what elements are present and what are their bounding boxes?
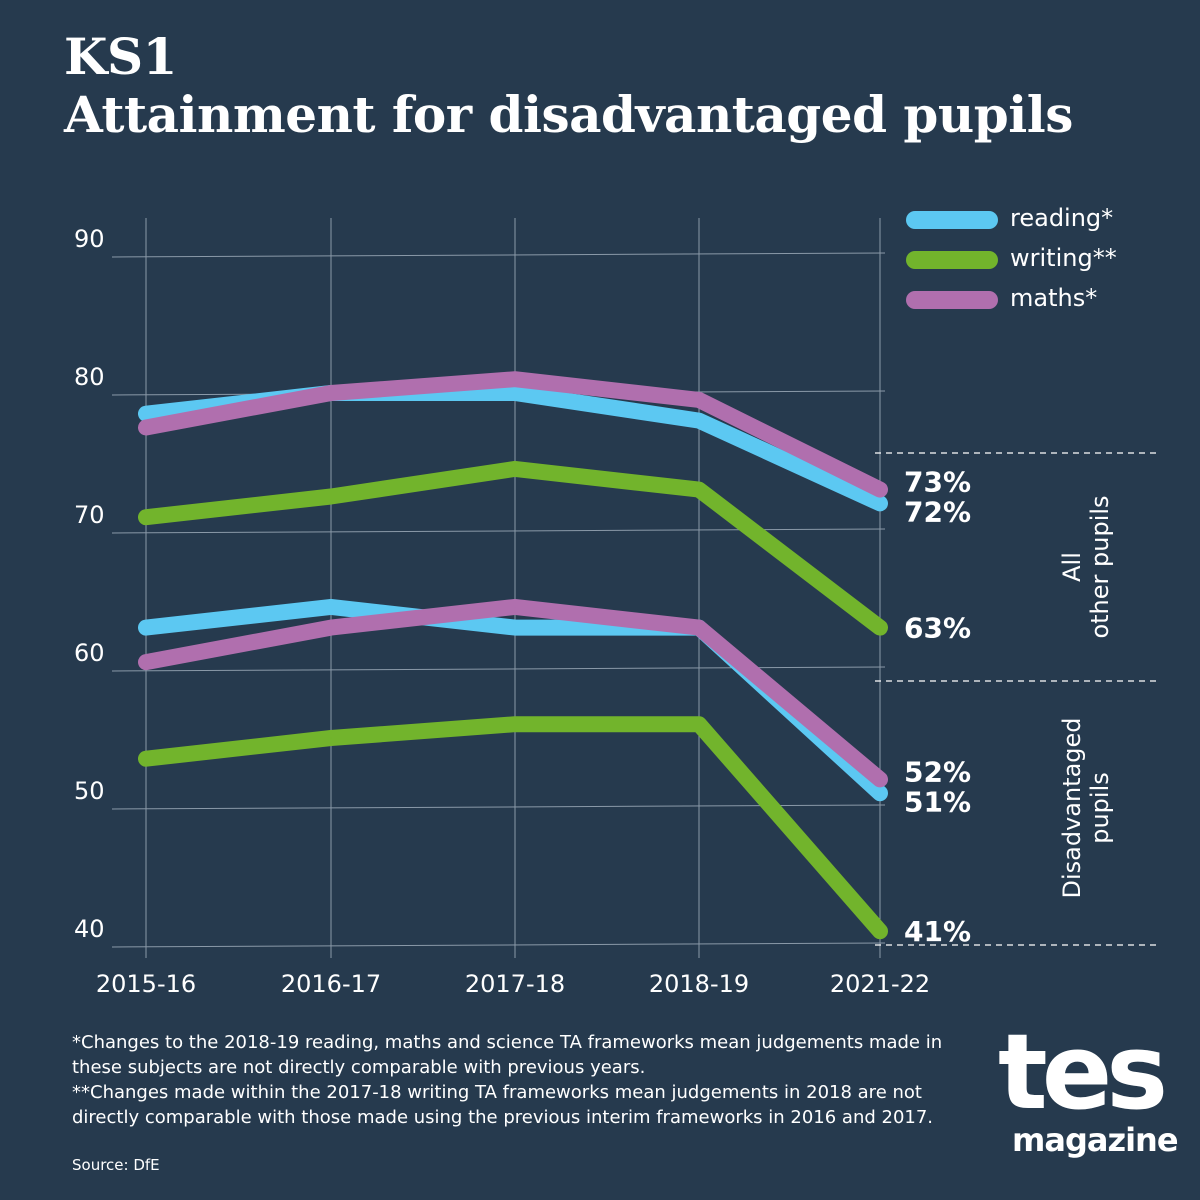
legend-label-writing: writing** [1010, 244, 1117, 272]
x-tick-label-2016-17: 2016-17 [281, 970, 381, 998]
y-tick-label-90: 90 [74, 225, 105, 253]
data-point-disadvantaged-pupils-writing-2021-22 [879, 930, 881, 933]
group-label-line: pupils [1086, 772, 1114, 844]
end-label-all-other-pupils-reading: 72% [904, 496, 971, 529]
data-point-disadvantaged-pupils-reading-2015-16 [145, 626, 147, 629]
data-point-disadvantaged-pupils-maths-2016-17 [330, 626, 332, 629]
title-line-1: KS1 [64, 27, 177, 86]
y-tick-label-40: 40 [74, 915, 105, 943]
h-gridline-50 [111, 804, 886, 810]
data-point-all-other-pupils-writing-2018-19 [698, 488, 700, 491]
end-label-disadvantaged-pupils-reading: 51% [904, 785, 971, 818]
x-tick-label-2021-22: 2021-22 [830, 970, 930, 998]
x-tick-label-2015-16: 2015-16 [96, 970, 196, 998]
vertical-gridlines [145, 218, 881, 958]
legend-swatch-reading [906, 211, 998, 229]
series-line-disadvantaged-pupils-writing [138, 716, 888, 940]
y-tick-label-70: 70 [74, 501, 105, 529]
data-point-disadvantaged-pupils-reading-2017-18 [514, 626, 516, 629]
h-gridline-40 [111, 942, 886, 948]
data-point-all-other-pupils-maths-2017-18 [514, 378, 516, 381]
group-label-line: Disadvantaged [1058, 717, 1086, 898]
horizontal-gridlines [111, 252, 886, 948]
group-label-all-other-pupils: Allother pupils [1058, 495, 1114, 638]
group-label-line: All [1058, 552, 1086, 582]
legend-label-maths: maths* [1010, 284, 1098, 312]
h-gridline-70 [111, 528, 886, 534]
end-value-labels: 73%72% 63% 52%51% 41% [904, 466, 971, 949]
logo-wordmark: tes [998, 1011, 1168, 1133]
legend-label-reading: reading* [1010, 204, 1114, 232]
line-chart: 90 80 70 60 50 40 2015-16 2016-17 2017-18 2018-1… [74, 218, 1158, 998]
y-tick-label-80: 80 [74, 363, 105, 391]
data-point-disadvantaged-pupils-maths-2018-19 [698, 626, 700, 629]
data-point-all-other-pupils-reading-2017-18 [514, 392, 516, 394]
legend-swatch-maths [906, 291, 998, 309]
y-axis-tick-labels: 90 80 70 60 50 40 [74, 225, 105, 943]
data-point-all-other-pupils-maths-2016-17 [330, 392, 332, 394]
x-axis-tick-labels: 2015-16 2016-17 2017-18 2018-19 2021-22 [96, 970, 930, 998]
data-point-disadvantaged-pupils-writing-2018-19 [698, 723, 700, 726]
data-point-all-other-pupils-writing-2015-16 [145, 516, 147, 519]
footnote-1: *Changes to the 2018-19 reading, maths a… [72, 1032, 943, 1078]
group-labels: Allother pupils Disadvantagedpupils [1058, 495, 1114, 898]
title-line-2: Attainment for disadvantaged pupils [64, 85, 1073, 144]
data-point-disadvantaged-pupils-maths-2015-16 [145, 661, 147, 664]
data-point-disadvantaged-pupils-maths-2017-18 [514, 605, 516, 608]
data-point-disadvantaged-pupils-writing-2015-16 [145, 757, 147, 760]
data-point-disadvantaged-pupils-reading-2021-22 [879, 792, 881, 795]
logo-subtitle: magazine [1012, 1121, 1179, 1159]
data-point-disadvantaged-pupils-maths-2021-22 [879, 778, 881, 781]
y-tick-label-50: 50 [74, 777, 105, 805]
h-gridline-90 [111, 252, 886, 258]
end-label-disadvantaged-pupils-writing: 41% [904, 915, 971, 948]
group-label-line: other pupils [1086, 495, 1114, 638]
h-gridline-60 [111, 666, 886, 672]
data-point-all-other-pupils-writing-2017-18 [514, 467, 516, 470]
tes-magazine-logo: tes magazine [998, 1020, 1179, 1170]
chart-title: KS1 Attainment for disadvantaged pupils [64, 28, 1073, 144]
footnotes: *Changes to the 2018-19 reading, maths a… [72, 1030, 992, 1130]
legend-swatch-writing [906, 251, 998, 269]
data-point-disadvantaged-pupils-writing-2016-17 [330, 737, 332, 739]
end-label-all-other-pupils-maths: 73% [904, 466, 971, 499]
group-dividers [875, 452, 1158, 946]
data-point-all-other-pupils-writing-2021-22 [879, 626, 881, 629]
data-point-all-other-pupils-maths-2018-19 [698, 398, 700, 401]
data-point-disadvantaged-pupils-reading-2016-17 [330, 605, 332, 608]
series-lines [138, 371, 888, 940]
x-tick-label-2018-19: 2018-19 [649, 970, 749, 998]
footnote-2: **Changes made within the 2017-18 writin… [72, 1082, 934, 1128]
group-label-disadvantaged-pupils: Disadvantagedpupils [1058, 717, 1114, 898]
y-tick-label-60: 60 [74, 639, 105, 667]
end-label-disadvantaged-pupils-maths: 52% [904, 755, 971, 788]
data-point-all-other-pupils-maths-2021-22 [879, 488, 881, 491]
source-note: Source: DfE [72, 1156, 160, 1174]
data-point-all-other-pupils-maths-2015-16 [145, 426, 147, 429]
data-point-all-other-pupils-writing-2016-17 [330, 495, 332, 498]
x-tick-label-2017-18: 2017-18 [465, 970, 565, 998]
data-point-all-other-pupils-reading-2018-19 [698, 419, 700, 422]
end-label-all-other-pupils-writing: 63% [904, 612, 971, 645]
data-point-all-other-pupils-reading-2021-22 [879, 502, 881, 505]
data-point-all-other-pupils-reading-2015-16 [145, 412, 147, 415]
data-point-disadvantaged-pupils-writing-2017-18 [514, 723, 516, 726]
